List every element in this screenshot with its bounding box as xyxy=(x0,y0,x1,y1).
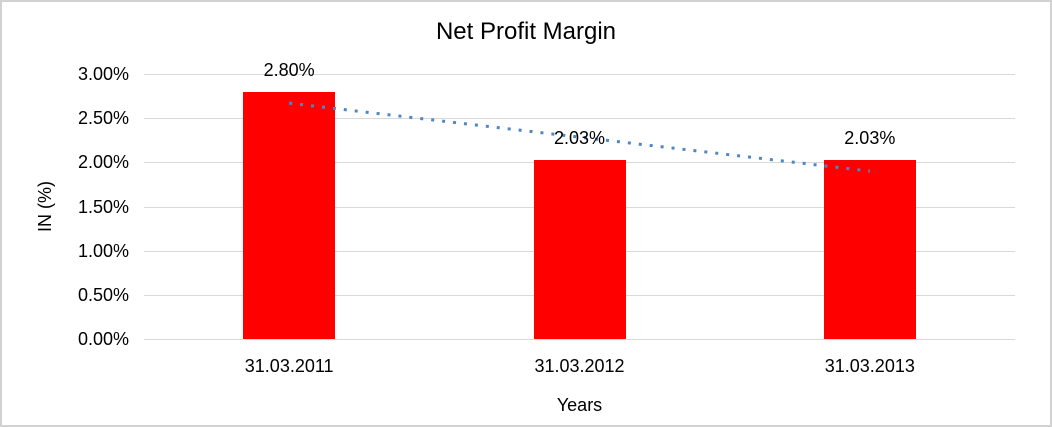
x-tick-label: 31.03.2013 xyxy=(824,356,915,376)
bar-31.03.2011 xyxy=(243,91,336,339)
bar-value-label: 2.80% xyxy=(263,59,315,80)
gridline xyxy=(144,339,1015,340)
x-axis-ticks: 31.03.2011 31.03.2012 31.03.2013 xyxy=(144,355,1015,377)
gridline xyxy=(144,74,1015,75)
gridline xyxy=(144,118,1015,120)
y-tick-label: 2.50% xyxy=(77,108,129,129)
x-tick-label: 31.03.2012 xyxy=(534,356,625,376)
y-tick-label: 1.00% xyxy=(77,240,129,261)
y-tick-label: 0.50% xyxy=(77,284,129,305)
chart-title: Net Profit Margin xyxy=(435,18,617,45)
trendline xyxy=(288,101,871,173)
y-tick-label: 0.00% xyxy=(77,329,129,349)
y-tick-label: 3.00% xyxy=(77,64,129,84)
bar-value-label: 2.03% xyxy=(553,127,606,148)
bar-31.03.2012 xyxy=(533,159,626,339)
y-tick-label: 1.50% xyxy=(77,196,129,217)
x-tick-label: 31.03.2011 xyxy=(244,356,334,376)
y-axis-ticks: 3.00% 2.50% 2.00% 1.50% 1.00% 0.50% 0.00% xyxy=(2,64,129,349)
x-axis-title: Years xyxy=(556,395,603,415)
bar-value-label: 2.03% xyxy=(844,127,896,148)
bar-31.03.2013 xyxy=(823,159,916,339)
y-tick-label: 2.00% xyxy=(77,152,129,173)
plot-area: 2.80% 2.03% 2.03% xyxy=(144,60,1015,340)
